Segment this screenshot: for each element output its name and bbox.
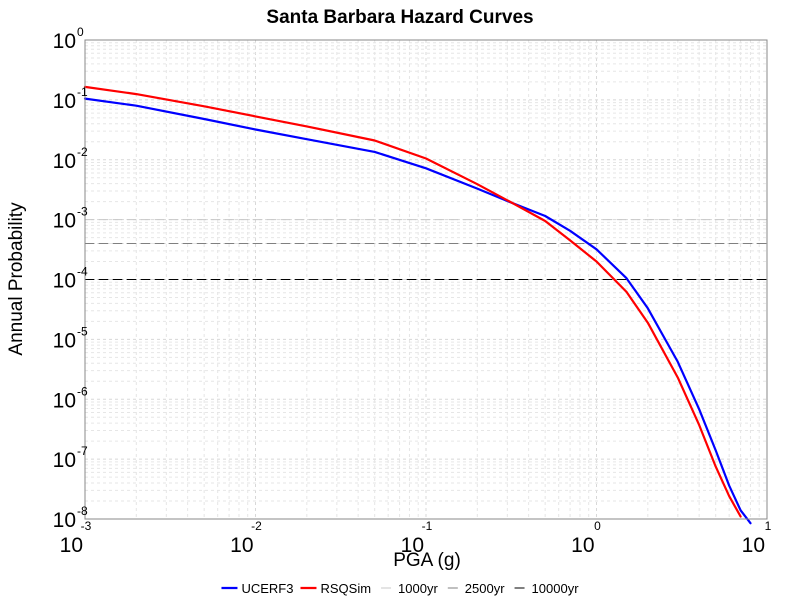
y-tick-base: 10 <box>53 210 76 233</box>
x-tick-base: 10 <box>571 534 594 557</box>
legend-label: 10000yr <box>532 581 580 596</box>
y-tick-exponent: -5 <box>77 324 88 338</box>
y-tick-exponent: 0 <box>77 25 84 39</box>
legend: UCERF3 RSQSim 1000yr 2500yr 10000yr <box>221 581 579 596</box>
x-tick-label: 101 <box>742 519 772 557</box>
y-tick-base: 10 <box>53 150 76 173</box>
legend-label: 2500yr <box>465 581 505 596</box>
y-axis-label: Annual Probability <box>6 202 27 356</box>
y-tick-label: 10 -4 <box>53 265 88 293</box>
chart-title: Santa Barbara Hazard Curves <box>266 7 533 28</box>
series-lines <box>83 85 752 525</box>
legend-label: RSQSim <box>320 581 371 596</box>
y-tick-base: 10 <box>53 329 76 352</box>
y-tick-base: 10 <box>53 449 76 472</box>
y-tick-exponent: -1 <box>77 85 88 99</box>
y-tick-label: 10 -2 <box>53 145 88 173</box>
y-tick-base: 10 <box>53 509 76 532</box>
x-tick-exponent: -2 <box>251 519 262 533</box>
x-tick-exponent: -1 <box>422 519 433 533</box>
y-tick-exponent: -8 <box>77 504 88 518</box>
y-tick-base: 10 <box>53 270 76 293</box>
x-tick-label: 10-2 <box>230 519 262 557</box>
x-axis-label: PGA (g) <box>393 550 461 571</box>
y-tick-label: 10 -6 <box>53 384 88 412</box>
x-tick-exponent: -3 <box>81 519 92 533</box>
y-tick-label: 10 0 <box>53 25 84 53</box>
y-tick-exponent: -6 <box>77 384 88 398</box>
x-tick-exponent: 1 <box>765 519 772 533</box>
x-tick-label: 10-3 <box>60 519 92 557</box>
legend-item-1000yr: 1000yr <box>381 581 438 596</box>
y-tick-label: 10 -8 <box>53 504 88 532</box>
series-rsqsim-line <box>83 85 742 518</box>
plot-frame <box>84 39 768 520</box>
y-tick-label: 10 -5 <box>53 324 88 352</box>
legend-item-rsqsim: RSQSim <box>300 581 371 596</box>
legend-item-10000yr: 10000yr <box>514 581 580 596</box>
x-tick-base: 10 <box>230 534 253 557</box>
x-tick-base: 10 <box>742 534 765 557</box>
series-ucerf3-line <box>83 97 752 525</box>
reference-lines <box>84 219 768 280</box>
x-tick-label: 10-1 <box>401 519 433 557</box>
y-tick-base: 10 <box>53 90 76 113</box>
y-tick-exponent: -3 <box>77 205 88 219</box>
y-tick-label: 10 -7 <box>53 444 88 472</box>
legend-item-ucerf3: UCERF3 <box>221 581 293 596</box>
x-tick-base: 10 <box>60 534 83 557</box>
y-tick-exponent: -7 <box>77 444 88 458</box>
y-tick-base: 10 <box>53 30 76 53</box>
x-tick-label: 100 <box>571 519 601 557</box>
y-tick-base: 10 <box>53 389 76 412</box>
legend-label: UCERF3 <box>241 581 293 596</box>
y-tick-exponent: -4 <box>77 265 88 279</box>
y-tick-label: 10 -3 <box>53 205 88 233</box>
legend-item-2500yr: 2500yr <box>447 581 505 596</box>
legend-label: 1000yr <box>398 581 438 596</box>
y-tick-exponent: -2 <box>77 145 88 159</box>
y-tick-label: 10 -1 <box>53 85 88 113</box>
x-tick-exponent: 0 <box>594 519 601 533</box>
x-tick-base: 10 <box>401 534 424 557</box>
